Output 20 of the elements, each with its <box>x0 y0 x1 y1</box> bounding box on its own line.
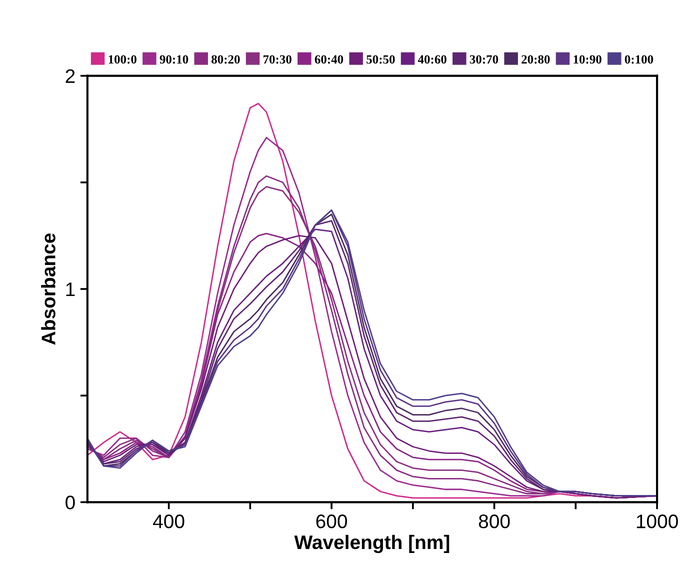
y-axis-title: Absorbance <box>41 233 56 345</box>
legend-label: 70:30 <box>263 55 292 64</box>
x-tick-label: 800 <box>478 514 510 528</box>
legend-label: 50:50 <box>366 55 395 64</box>
legend-label: 10:90 <box>574 55 602 64</box>
y-tick-label: 2 <box>66 69 75 83</box>
y-tick-label: 0 <box>66 496 75 510</box>
legend-label: 100:0 <box>108 55 136 64</box>
x-tick-label: 1000 <box>636 514 678 528</box>
legend-label: 0:100 <box>624 55 654 64</box>
x-tick-label: 400 <box>153 514 184 528</box>
legend-label: 60:40 <box>314 55 344 64</box>
x-tick-label: 600 <box>316 514 348 528</box>
legend-label: 80:20 <box>212 55 240 64</box>
y-tick-label: 1 <box>66 282 75 296</box>
legend-label: 40:60 <box>418 55 446 64</box>
x-axis-title: Wavelength [nm] <box>294 534 450 554</box>
legend-label: 30:70 <box>470 55 498 64</box>
legend-label: 20:80 <box>522 55 550 64</box>
legend-label: 90:10 <box>160 55 188 64</box>
